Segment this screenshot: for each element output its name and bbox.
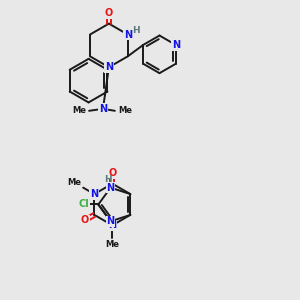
Text: Me: Me (118, 106, 132, 115)
Text: Me: Me (67, 178, 81, 187)
Text: O: O (81, 215, 89, 225)
Text: H: H (132, 26, 139, 34)
Text: N: N (90, 189, 98, 199)
Text: N: N (172, 40, 180, 50)
Text: N: N (106, 183, 115, 193)
Text: N: N (105, 62, 113, 72)
Text: N: N (124, 29, 132, 40)
Text: N: N (108, 220, 116, 230)
Text: Me: Me (72, 106, 86, 115)
Text: Me: Me (105, 240, 119, 249)
Text: Cl: Cl (78, 200, 89, 209)
Text: O: O (105, 8, 113, 18)
Text: N: N (99, 104, 107, 114)
Text: N: N (106, 216, 115, 226)
Text: H: H (104, 175, 112, 184)
Text: O: O (108, 168, 116, 178)
